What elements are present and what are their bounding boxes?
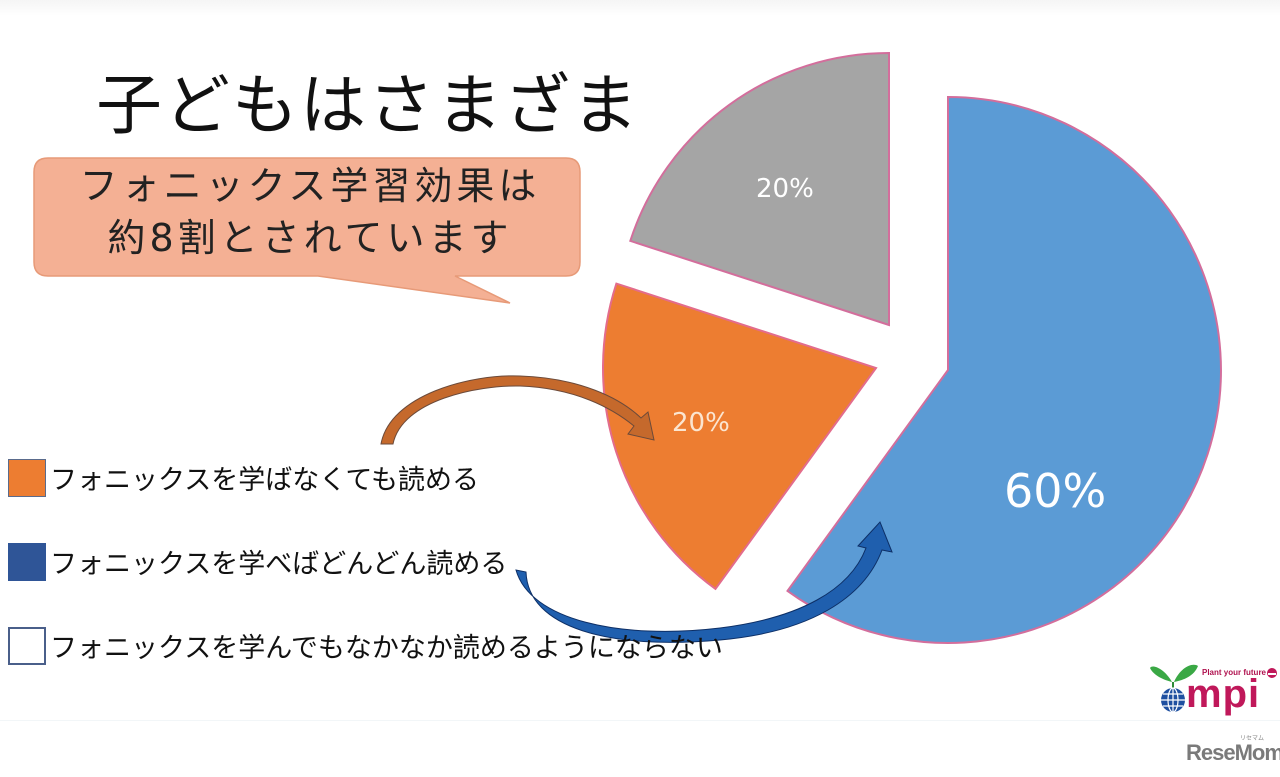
legend-item-no-phonics: フォニックスを学ばなくても読める (8, 458, 479, 497)
mpi-logo (1150, 664, 1277, 713)
legend-swatch-orange (8, 458, 46, 497)
legend-swatch-blue (8, 542, 46, 581)
sprout-icon (1150, 664, 1198, 688)
mpi-dot-icon (1267, 668, 1277, 678)
orange-curved-arrow (380, 375, 655, 445)
legend-item-with-phonics: フォニックスを学べばどんどん読める (8, 542, 507, 581)
logo-tagline: Plant your future (1202, 668, 1267, 677)
slide-title: 子どもはさまざま (96, 67, 640, 144)
pie-slice-gray (629, 51, 890, 327)
watermark-ruby: リセマム (1240, 736, 1265, 742)
callout-line-2: 約8割とされています (107, 216, 513, 260)
pie-slice-blue (786, 95, 1222, 644)
callout-text: フォニックス学習効果は 約8割とされています (40, 160, 580, 264)
pie-label-blue: 60% (1004, 464, 1107, 518)
pie-label-gray: 20% (756, 174, 814, 204)
bottom-band (0, 720, 1280, 777)
legend-label: フォニックスを学ばなくても読める (50, 465, 480, 496)
logo-wordmark: mpi (1186, 672, 1261, 716)
resemom-watermark: ReseMom (1186, 740, 1280, 765)
legend-item-struggling: フォニックスを学んでもなかなか読めるようにならない (8, 626, 723, 665)
legend-swatch-white (8, 626, 46, 665)
slide: 子どもはさまざま フォニックス学習効果は 約8割とされています 20% 20% … (8, 51, 1277, 716)
callout-line-1: フォニックス学習効果は (79, 164, 541, 208)
top-band (0, 0, 1280, 16)
blue-curved-arrow (515, 521, 893, 643)
legend-label: フォニックスを学んでもなかなか読めるようにならない (50, 633, 723, 664)
pie-chart (33, 51, 1222, 644)
pie-slice-orange (602, 282, 878, 591)
pie-label-orange: 20% (672, 408, 730, 438)
legend-label: フォニックスを学べばどんどん読める (50, 549, 508, 580)
globe-icon (1161, 687, 1185, 713)
callout-bubble (33, 157, 581, 304)
